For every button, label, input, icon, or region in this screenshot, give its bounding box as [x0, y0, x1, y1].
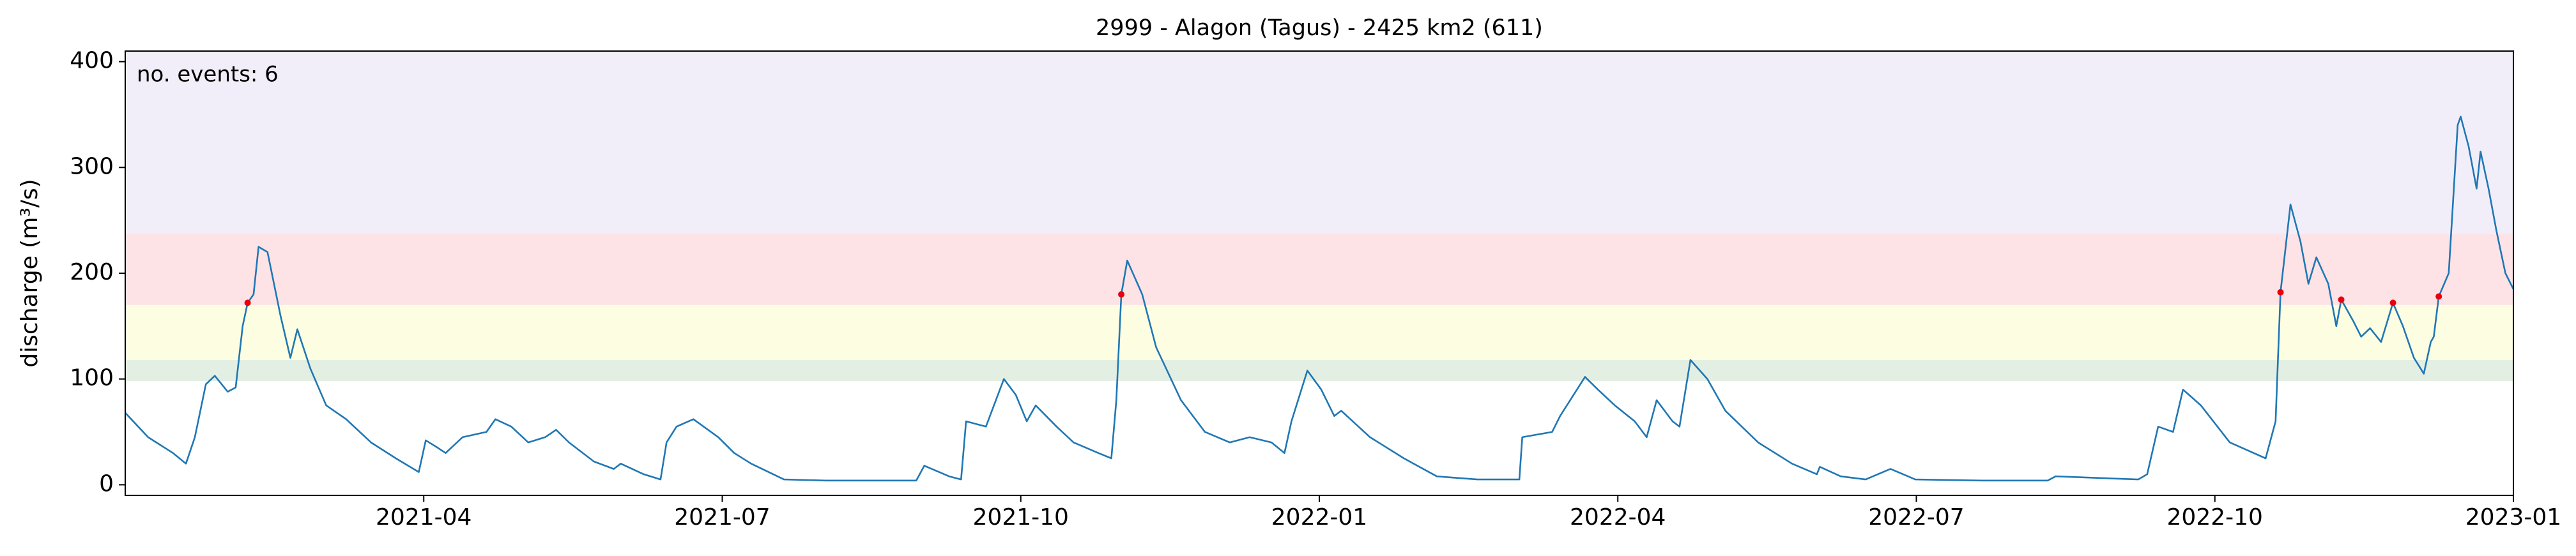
threshold-band — [125, 359, 2513, 382]
event-point — [1118, 291, 1125, 298]
event-point — [2277, 289, 2284, 296]
x-tick-label: 2022-10 — [2167, 504, 2263, 530]
x-tick-label: 2023-01 — [2465, 504, 2561, 530]
x-tick-label: 2022-04 — [1570, 504, 1666, 530]
x-tick-label: 2022-07 — [1868, 504, 1964, 530]
x-tick-label: 2022-01 — [1271, 504, 1367, 530]
discharge-line — [125, 116, 2515, 482]
y-tick-label: 0 — [99, 470, 114, 497]
plot-frame — [125, 50, 2514, 496]
y-tick-label: 300 — [70, 153, 114, 179]
y-tick-label: 200 — [70, 259, 114, 285]
threshold-band — [125, 304, 2513, 360]
event-point — [2389, 299, 2396, 306]
y-tick-label: 400 — [70, 48, 114, 74]
threshold-band — [125, 234, 2513, 305]
annotation: no. events: 6 — [137, 62, 279, 87]
x-tick-label: 2021-04 — [376, 504, 471, 530]
x-tick-label: 2021-07 — [674, 504, 770, 530]
y-tick-label: 100 — [70, 365, 114, 391]
y-axis-label: discharge (m³/s) — [17, 179, 43, 367]
event-point — [2338, 296, 2345, 303]
chart-title: 2999 - Alagon (Tagus) - 2425 km2 (611) — [1096, 15, 1543, 41]
event-point — [244, 299, 251, 306]
threshold-band — [125, 51, 2513, 234]
x-tick-label: 2021-10 — [973, 504, 1069, 530]
event-point — [2435, 293, 2442, 300]
